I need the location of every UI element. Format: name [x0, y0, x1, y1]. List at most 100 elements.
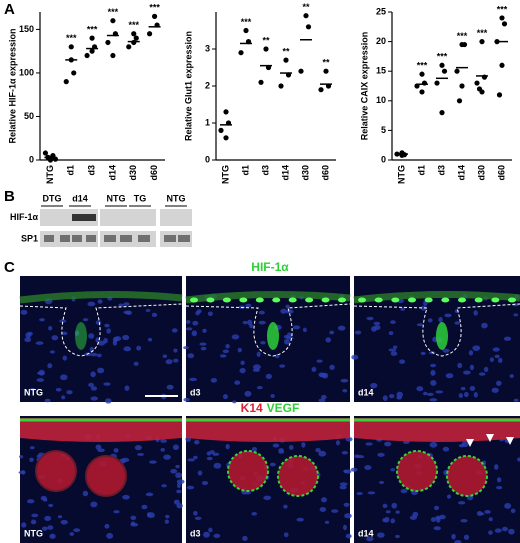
nucleus — [197, 470, 203, 476]
nucleus — [62, 355, 68, 361]
hif-nucleus — [305, 297, 314, 303]
nucleus — [396, 391, 404, 398]
nucleus — [442, 348, 450, 353]
nucleus — [258, 310, 265, 315]
epidermis — [353, 290, 520, 304]
nucleus — [160, 439, 167, 443]
hif-nucleus — [338, 297, 346, 303]
nucleus — [395, 510, 400, 514]
nucleus — [344, 513, 352, 519]
nucleus — [25, 332, 32, 339]
follicle-edge — [446, 455, 488, 497]
nucleus — [183, 346, 189, 350]
nucleus — [280, 308, 288, 314]
nucleus — [103, 382, 111, 386]
nucleus — [494, 354, 500, 359]
nucleus — [239, 367, 246, 374]
follicle — [36, 451, 76, 491]
nucleus — [457, 362, 463, 369]
nucleus — [90, 371, 96, 378]
hif-nucleus — [408, 297, 416, 303]
nucleus — [435, 390, 444, 394]
nucleus — [48, 503, 54, 508]
nucleus — [445, 373, 454, 379]
nucleus — [469, 385, 476, 391]
x-tick-label: d1 — [66, 165, 76, 176]
nucleus — [422, 391, 428, 396]
nucleus — [270, 393, 275, 398]
nucleus — [73, 528, 81, 533]
nucleus — [457, 501, 466, 505]
nucleus — [390, 468, 396, 472]
time-label: d14 — [358, 387, 374, 397]
data-point — [278, 83, 284, 89]
nucleus — [193, 510, 198, 516]
nucleus — [62, 331, 68, 336]
nucleus — [258, 320, 266, 325]
nucleus — [165, 514, 170, 519]
nucleus — [161, 484, 167, 488]
x-tick-label: d1 — [240, 165, 250, 176]
nucleus — [90, 352, 98, 357]
data-point — [499, 15, 505, 21]
hif-signal — [267, 322, 279, 350]
x-tick-label: NTG — [396, 165, 406, 184]
follicle-outline — [353, 303, 520, 357]
significance: *** — [149, 3, 160, 13]
x-tick-label: d60 — [320, 165, 330, 181]
nucleus — [145, 492, 154, 497]
nucleus — [516, 457, 520, 462]
nucleus — [272, 443, 280, 448]
nucleus — [289, 444, 294, 451]
nucleus — [473, 310, 478, 316]
nucleus — [87, 301, 96, 307]
nucleus — [495, 486, 503, 490]
nucleus — [82, 318, 89, 322]
nucleus — [478, 372, 486, 376]
significance: *** — [497, 4, 508, 14]
nucleus — [88, 382, 94, 388]
nucleus — [489, 357, 494, 363]
nucleus — [468, 350, 474, 356]
nucleus — [253, 364, 261, 370]
nucleus — [396, 396, 403, 400]
nucleus — [171, 328, 178, 333]
nucleus — [484, 510, 491, 514]
data-point — [454, 68, 460, 74]
data-point — [323, 68, 329, 74]
nucleus — [57, 515, 63, 519]
nucleus — [429, 441, 438, 448]
nucleus — [60, 519, 68, 525]
epidermis — [20, 418, 182, 442]
data-point — [459, 83, 465, 89]
nucleus — [212, 452, 220, 456]
time-label: NTG — [24, 528, 43, 538]
significance: *** — [128, 20, 139, 30]
nucleus — [343, 502, 350, 507]
x-tick-label: d14 — [107, 165, 117, 181]
hif-nucleus — [374, 297, 383, 303]
nucleus — [106, 328, 111, 334]
nucleus — [242, 320, 248, 325]
nucleus — [122, 334, 130, 341]
data-point — [305, 24, 312, 30]
hif-nucleus — [474, 297, 483, 303]
hif-signal — [436, 322, 448, 350]
nucleus — [483, 366, 489, 373]
nucleus — [247, 319, 253, 326]
nucleus — [430, 363, 437, 368]
time-label: d14 — [358, 528, 374, 538]
lane-label: DTG — [43, 193, 62, 203]
nucleus — [51, 335, 59, 341]
significance: ** — [262, 35, 270, 45]
lane-label: TG — [134, 193, 147, 203]
nucleus — [251, 511, 258, 516]
nucleus — [331, 509, 339, 513]
nucleus — [269, 462, 276, 467]
follicle — [278, 456, 318, 496]
nucleus — [501, 526, 509, 532]
follicle-outline — [185, 303, 351, 357]
nucleus — [388, 331, 394, 336]
nucleus — [319, 506, 327, 513]
nucleus — [114, 336, 122, 342]
